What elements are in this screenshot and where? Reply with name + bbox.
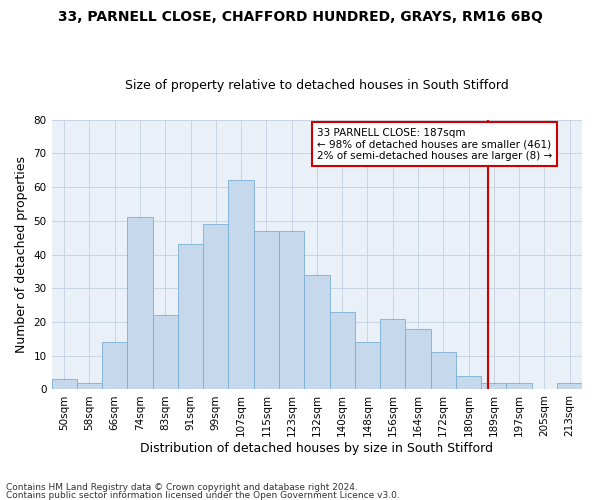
Bar (431, 352, 456, 390)
Bar (329, 312, 355, 390)
Bar (102, 342, 127, 390)
Bar (203, 224, 229, 390)
Bar (456, 376, 481, 390)
Bar (178, 244, 203, 390)
Y-axis label: Number of detached properties: Number of detached properties (15, 156, 28, 353)
Bar (279, 231, 304, 390)
Bar (481, 382, 506, 390)
Bar (254, 231, 279, 390)
Bar (52, 380, 77, 390)
X-axis label: Distribution of detached houses by size in South Stifford: Distribution of detached houses by size … (140, 442, 493, 455)
Text: 33 PARNELL CLOSE: 187sqm
← 98% of detached houses are smaller (461)
2% of semi-d: 33 PARNELL CLOSE: 187sqm ← 98% of detach… (317, 128, 552, 161)
Bar (557, 382, 582, 390)
Bar (380, 318, 406, 390)
Bar (355, 342, 380, 390)
Bar (127, 218, 152, 390)
Bar (304, 274, 329, 390)
Title: Size of property relative to detached houses in South Stifford: Size of property relative to detached ho… (125, 79, 509, 92)
Bar (77, 382, 102, 390)
Bar (152, 315, 178, 390)
Bar (406, 328, 431, 390)
Text: Contains public sector information licensed under the Open Government Licence v3: Contains public sector information licen… (6, 490, 400, 500)
Bar (506, 382, 532, 390)
Text: 33, PARNELL CLOSE, CHAFFORD HUNDRED, GRAYS, RM16 6BQ: 33, PARNELL CLOSE, CHAFFORD HUNDRED, GRA… (58, 10, 542, 24)
Bar (229, 180, 254, 390)
Text: Contains HM Land Registry data © Crown copyright and database right 2024.: Contains HM Land Registry data © Crown c… (6, 484, 358, 492)
